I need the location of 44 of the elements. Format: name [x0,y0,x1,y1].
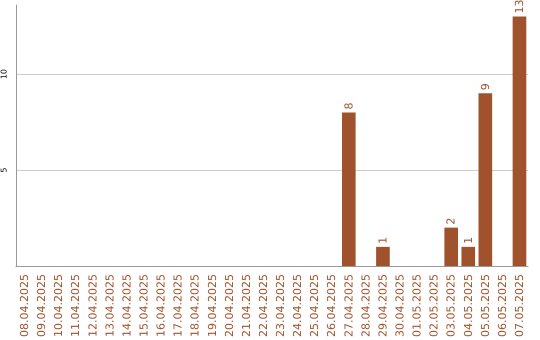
bar [342,112,356,266]
x-tick-label: 13.04.2025 [103,274,116,338]
data-label: 2 [444,218,458,225]
x-tick-label: 27.04.2025 [342,274,356,338]
bar [512,16,526,266]
x-tick-label: 24.04.2025 [291,274,304,338]
x-tick-label: 16.04.2025 [154,274,168,338]
x-tick-label: 09.04.2025 [35,274,48,338]
data-label: 8 [342,102,356,110]
x-tick-label: 29.04.2025 [376,274,390,338]
x-tick-label: 23.04.2025 [274,274,288,338]
x-tick-label: 07.05.2025 [512,274,526,338]
x-tick-label: 21.04.2025 [240,274,253,338]
bar [444,228,458,266]
x-tick-label: 18.04.2025 [188,274,202,338]
y-tick-label: 5 [0,168,8,173]
x-tick-label: 10.04.2025 [52,274,66,338]
bar [376,246,390,266]
data-label: 1 [376,236,390,244]
bar [461,246,476,266]
x-tick-label: 14.04.2025 [120,274,134,338]
x-tick-label: 20.04.2025 [222,274,236,338]
bar [478,93,492,266]
x-tick-label: 30.04.2025 [394,274,406,338]
data-label: 1 [462,236,475,244]
x-tick-label: 22.04.2025 [256,274,270,338]
x-tick-label: 15.04.2025 [138,274,150,338]
x-tick-label: 28.04.2025 [359,274,372,338]
x-tick-label: 11.04.2025 [69,274,82,338]
data-label: 9 [478,83,492,90]
x-tick-label: 19.04.2025 [206,274,219,338]
x-tick-label: 05.05.2025 [478,274,492,338]
data-label: 13 [512,0,526,14]
x-tick-label: 03.05.2025 [444,274,458,338]
x-tick-label: 01.05.2025 [410,274,424,338]
y-tick-label: 10 [0,69,8,80]
x-tick-label: 25.04.2025 [308,274,322,338]
x-tick-label: 08.04.2025 [18,274,32,338]
x-tick-label: 06.05.2025 [496,274,509,338]
x-tick-label: 04.05.2025 [462,274,475,338]
x-tick-label: 02.05.2025 [428,274,441,338]
x-tick-label: 26.04.2025 [325,274,338,338]
x-tick-label: 12.04.2025 [86,274,100,338]
x-tick-label: 17.04.2025 [172,274,185,338]
